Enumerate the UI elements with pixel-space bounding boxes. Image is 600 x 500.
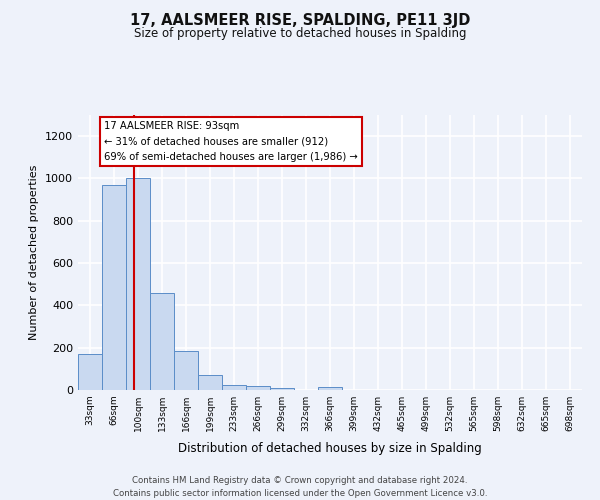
Bar	[198, 375, 222, 390]
Bar	[126, 178, 150, 390]
Bar	[246, 386, 270, 390]
Text: 17, AALSMEER RISE, SPALDING, PE11 3JD: 17, AALSMEER RISE, SPALDING, PE11 3JD	[130, 12, 470, 28]
Text: 17 AALSMEER RISE: 93sqm
← 31% of detached houses are smaller (912)
69% of semi-d: 17 AALSMEER RISE: 93sqm ← 31% of detache…	[104, 121, 358, 162]
Y-axis label: Number of detached properties: Number of detached properties	[29, 165, 40, 340]
X-axis label: Distribution of detached houses by size in Spalding: Distribution of detached houses by size …	[178, 442, 482, 456]
Text: Size of property relative to detached houses in Spalding: Size of property relative to detached ho…	[134, 28, 466, 40]
Text: Contains HM Land Registry data © Crown copyright and database right 2024.
Contai: Contains HM Land Registry data © Crown c…	[113, 476, 487, 498]
Bar	[150, 292, 174, 390]
Bar	[174, 351, 198, 390]
Bar	[222, 386, 246, 390]
Bar	[102, 185, 126, 390]
Bar	[78, 354, 102, 390]
Bar	[318, 388, 342, 390]
Bar	[270, 388, 294, 390]
